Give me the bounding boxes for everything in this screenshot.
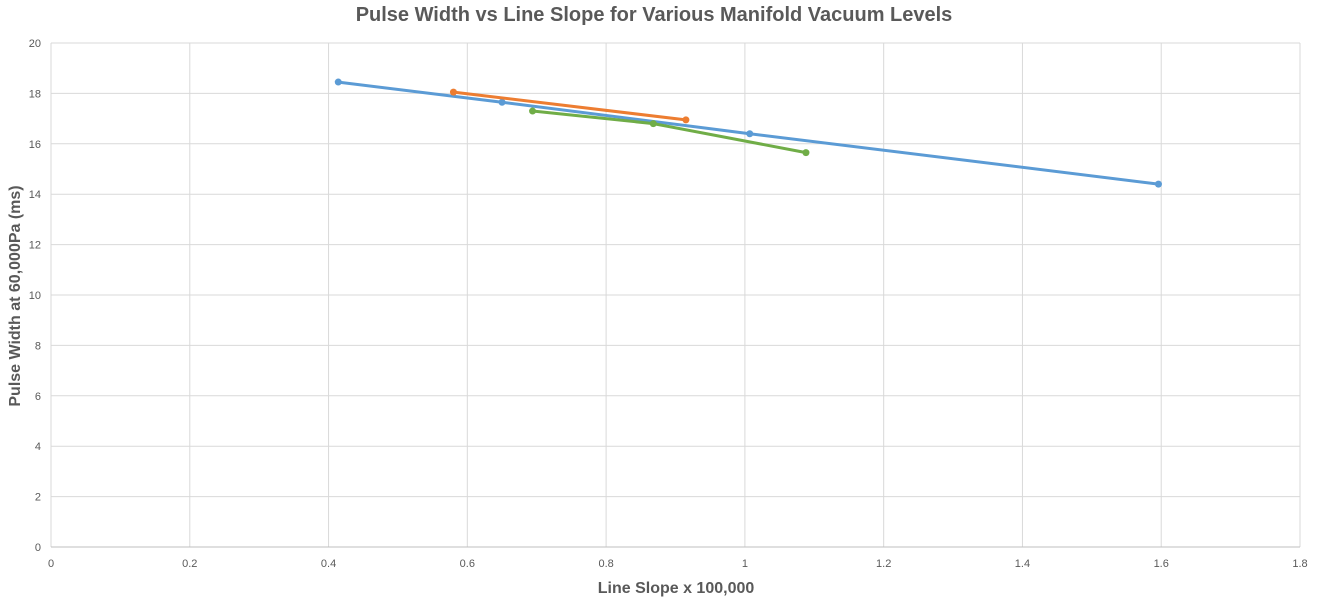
series-2 xyxy=(449,88,690,124)
x-tick-label: 1.6 xyxy=(1154,558,1169,570)
data-point xyxy=(746,130,754,138)
x-axis-label: Line Slope x 100,000 xyxy=(598,580,755,597)
y-tick-label: 12 xyxy=(29,240,41,252)
data-point xyxy=(529,107,537,115)
y-tick-label: 2 xyxy=(35,492,41,504)
x-tick-label: 1.8 xyxy=(1292,558,1307,570)
data-point xyxy=(334,78,342,86)
data-point xyxy=(649,120,657,128)
series-line xyxy=(336,80,1160,186)
y-tick-label: 20 xyxy=(29,38,41,50)
data-point xyxy=(802,149,810,157)
y-tick-label: 18 xyxy=(29,88,41,100)
x-tick-label: 0.6 xyxy=(460,558,475,570)
data-point xyxy=(449,88,457,96)
x-tick-label: 0.2 xyxy=(182,558,197,570)
x-tick-label: 1.2 xyxy=(876,558,891,570)
gridlines xyxy=(50,42,1301,548)
series-3 xyxy=(529,107,810,157)
x-tick-label: 0.8 xyxy=(598,558,613,570)
y-tick-label: 14 xyxy=(29,189,41,201)
data-point xyxy=(498,98,506,106)
data-series xyxy=(334,78,1162,188)
series-line xyxy=(452,90,688,122)
y-tick-label: 10 xyxy=(29,290,41,302)
x-tick-label: 1 xyxy=(742,558,748,570)
data-point xyxy=(1154,180,1162,188)
chart-title: Pulse Width vs Line Slope for Various Ma… xyxy=(356,4,953,26)
y-axis-label: Pulse Width at 60,000Pa (ms) xyxy=(7,185,24,406)
y-tick-label: 6 xyxy=(35,391,41,403)
data-point xyxy=(682,116,690,124)
y-tick-label: 16 xyxy=(29,139,41,151)
y-tick-label: 4 xyxy=(35,441,41,453)
y-tick-label: 8 xyxy=(35,340,41,352)
y-tick-label: 0 xyxy=(35,542,41,554)
x-tick-label: 0.4 xyxy=(321,558,336,570)
series-1 xyxy=(334,78,1162,188)
axes: 0 2 4 6 8 10 12 14 16 18 20 0 0.2 0.4 0.6 0.8 1 1.2 1.4 1.6… xyxy=(29,38,1308,570)
x-tick-label: 1.4 xyxy=(1015,558,1030,570)
x-tick-label: 0 xyxy=(48,558,54,570)
